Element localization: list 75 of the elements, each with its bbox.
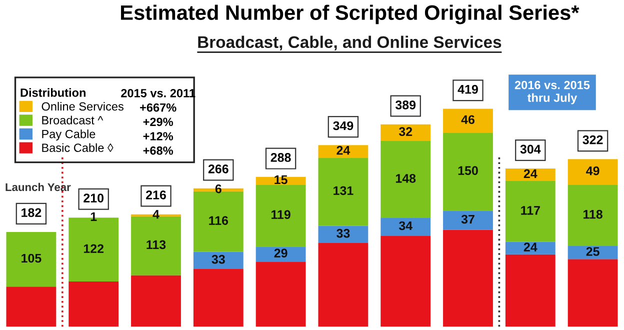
total-label: 210 [84, 194, 104, 202]
chart-title: Estimated Number of Scripted Original Series* [121, 4, 580, 24]
bar [193, 252, 244, 269]
legend-title: Distribution [20, 88, 86, 97]
legend-label: Basic Cable ◊ [42, 143, 114, 152]
bar [443, 210, 493, 230]
annotation: +68% [143, 146, 174, 155]
data-label: 46 [461, 115, 474, 124]
data-label: 118 [584, 210, 602, 219]
data-label: 49 [586, 166, 600, 176]
total-label: 419 [458, 84, 478, 94]
data-label: 29 [274, 248, 288, 258]
bar [256, 184, 306, 247]
data-label: 24 [336, 146, 350, 155]
legend-label: Broadcast ^ [42, 116, 104, 124]
bar [505, 254, 556, 327]
annotation: +667% [140, 103, 176, 112]
bar [380, 218, 431, 236]
bar [505, 168, 556, 182]
data-label: 131 [334, 186, 354, 196]
bar [6, 286, 56, 327]
data-label: 150 [458, 166, 478, 176]
bar [256, 246, 306, 262]
bar [443, 230, 493, 327]
bar [505, 242, 556, 254]
bar [568, 246, 618, 260]
total-label: 288 [270, 153, 291, 162]
data-label: 122 [84, 244, 104, 253]
bar [318, 242, 368, 327]
bar [380, 236, 431, 327]
bar [131, 275, 181, 327]
total-label: 322 [582, 135, 603, 144]
total-label: 304 [520, 144, 541, 154]
bar [318, 145, 368, 158]
bar [256, 262, 306, 327]
data-label: 117 [521, 206, 540, 215]
data-label: 148 [396, 174, 416, 183]
bar [568, 159, 618, 185]
bar [68, 281, 119, 327]
text: 2016 vs. 2015 thru July [514, 80, 590, 104]
data-label: 119 [272, 210, 290, 219]
total-label: 182 [22, 208, 42, 218]
legend-label: Pay Cable [42, 130, 96, 141]
data-label: 33 [336, 228, 350, 238]
legend-label: Online Services [42, 102, 124, 111]
chart-subtitle: Broadcast, Cable, and Online Services [198, 36, 502, 50]
total-label: 349 [333, 121, 354, 130]
data-label: 113 [146, 240, 166, 250]
bar [505, 181, 556, 242]
bar [380, 140, 431, 218]
data-label: 24 [524, 169, 538, 178]
data-label: 34 [398, 221, 412, 230]
data-label: 116 [209, 216, 228, 225]
data-label: 25 [586, 247, 600, 256]
data-label: 37 [461, 214, 474, 224]
annotation: +29% [143, 118, 174, 126]
bar [443, 132, 493, 211]
bar [443, 108, 493, 133]
total-label: 266 [208, 164, 228, 174]
total-label: 216 [146, 190, 166, 200]
bar [193, 268, 244, 327]
annotation: +12% [143, 132, 174, 140]
bar [568, 259, 618, 327]
annotation: Launch Year [6, 182, 71, 192]
total-label: 389 [395, 100, 416, 110]
data-label: 32 [398, 127, 412, 136]
bar [318, 226, 368, 243]
bar [6, 232, 56, 287]
data-label: 24 [524, 242, 538, 252]
data-label: 105 [22, 254, 42, 263]
data-label: 33 [212, 254, 225, 264]
bar [318, 158, 368, 226]
data-label: 15 [274, 175, 288, 184]
bar [380, 124, 431, 141]
bar [568, 184, 618, 246]
